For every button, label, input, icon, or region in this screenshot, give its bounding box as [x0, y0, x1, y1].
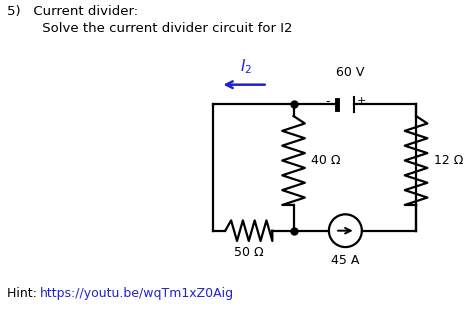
Text: 60 V: 60 V — [336, 65, 365, 79]
Text: +: + — [357, 96, 366, 106]
Text: $I_2$: $I_2$ — [240, 57, 253, 76]
Text: 40 Ω: 40 Ω — [311, 154, 341, 167]
Text: 50 Ω: 50 Ω — [234, 246, 264, 259]
Text: 5)   Current divider:: 5) Current divider: — [7, 5, 138, 18]
Text: Solve the current divider circuit for I2: Solve the current divider circuit for I2 — [21, 22, 292, 35]
Text: https://youtu.be/wqTm1xZ0Aig: https://youtu.be/wqTm1xZ0Aig — [40, 287, 234, 300]
Text: Hint:: Hint: — [7, 287, 41, 300]
Text: 12 Ω: 12 Ω — [434, 154, 464, 167]
Text: -: - — [325, 96, 330, 108]
Text: 45 A: 45 A — [331, 254, 360, 267]
